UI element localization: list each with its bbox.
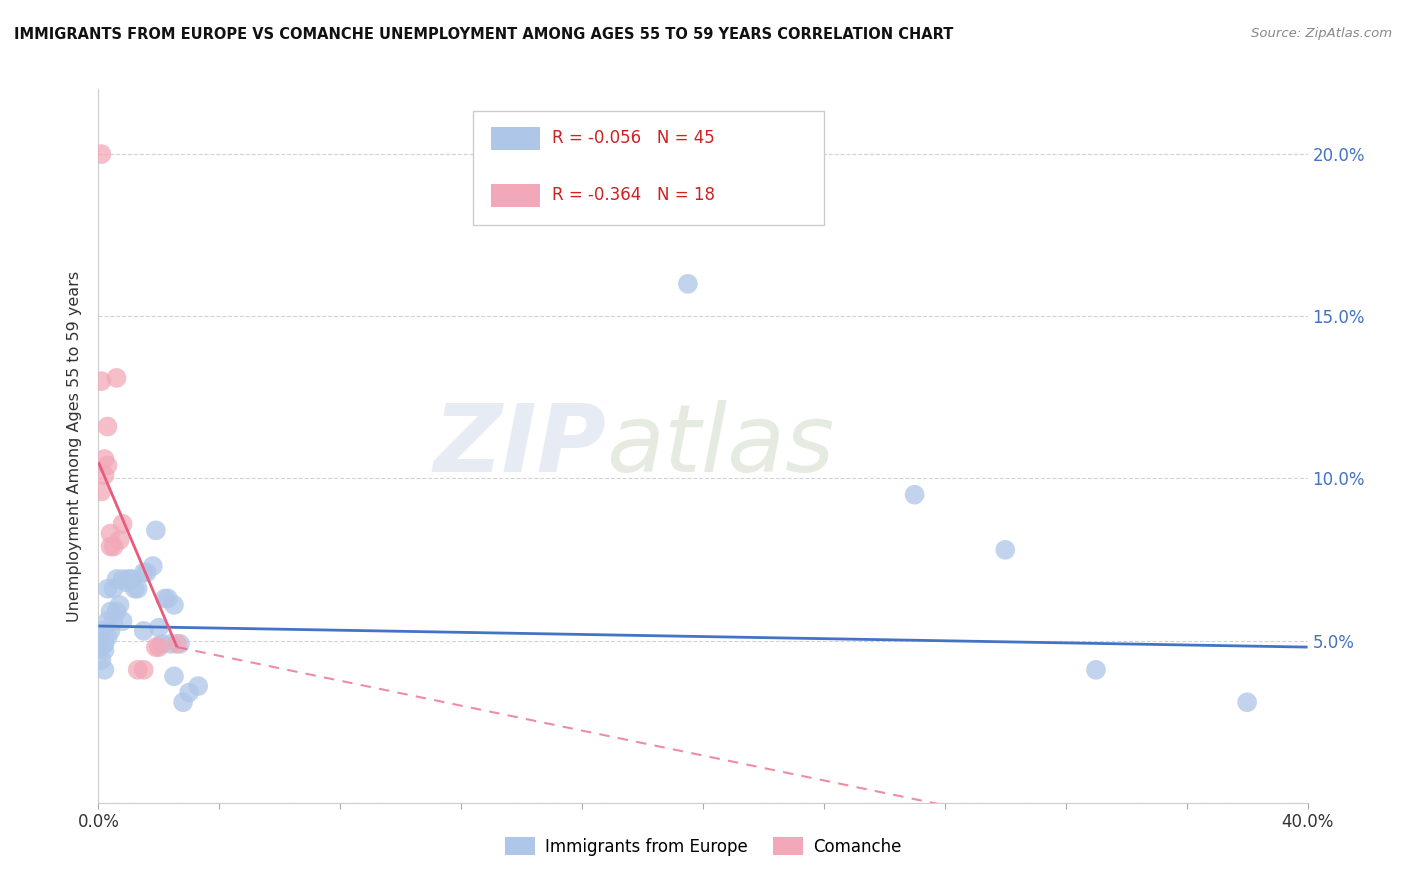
Point [153,591,176,606]
Text: atlas: atlas [606,401,835,491]
Point [100,540,122,554]
FancyBboxPatch shape [474,111,824,225]
Text: R = -0.056   N = 45: R = -0.056 N = 45 [551,128,714,146]
Point [93,452,115,467]
Point [93,637,115,651]
Point [118,572,141,586]
Point [114,575,136,590]
Point [105,371,128,385]
FancyBboxPatch shape [492,184,540,207]
Point [142,559,165,574]
Point [111,516,134,531]
Point [163,598,186,612]
Point [90,484,112,499]
Point [90,653,112,667]
Point [156,591,179,606]
Point [111,572,134,586]
Point [132,624,155,638]
Point [145,524,167,538]
Point [108,598,131,612]
Point [105,604,128,618]
Text: Source: ZipAtlas.com: Source: ZipAtlas.com [1251,27,1392,40]
Point [100,624,122,638]
Point [93,663,115,677]
Point [1236,695,1258,709]
Point [148,640,170,654]
Point [100,604,122,618]
Text: R = -0.364   N = 18: R = -0.364 N = 18 [551,186,714,203]
Point [111,614,134,628]
Point [1085,663,1108,677]
Point [96,582,118,596]
Point [676,277,699,291]
Point [994,542,1017,557]
Point [179,685,201,699]
Point [90,624,112,638]
Point [103,614,125,628]
Point [105,572,128,586]
Point [93,643,115,657]
Point [135,566,157,580]
Point [166,637,188,651]
Point [187,679,209,693]
Point [150,637,173,651]
Point [90,631,112,645]
Point [904,488,927,502]
Point [108,533,131,547]
Point [124,582,146,596]
Y-axis label: Unemployment Among Ages 55 to 59 years: Unemployment Among Ages 55 to 59 years [67,270,83,622]
Legend: Immigrants from Europe, Comanche: Immigrants from Europe, Comanche [498,830,908,863]
Point [103,582,125,596]
Point [96,631,118,645]
FancyBboxPatch shape [492,127,540,150]
Point [145,640,167,654]
Point [172,695,194,709]
Text: IMMIGRANTS FROM EUROPE VS COMANCHE UNEMPLOYMENT AMONG AGES 55 TO 59 YEARS CORREL: IMMIGRANTS FROM EUROPE VS COMANCHE UNEMP… [14,27,953,42]
Point [96,614,118,628]
Point [127,582,149,596]
Point [90,640,112,654]
Point [132,566,155,580]
Point [103,540,125,554]
Point [148,621,170,635]
Text: ZIP: ZIP [433,400,606,492]
Point [90,374,112,388]
Point [90,147,112,161]
Point [96,419,118,434]
Point [132,663,155,677]
Point [96,458,118,473]
Point [169,637,191,651]
Point [93,468,115,483]
Point [160,637,183,651]
Point [100,526,122,541]
Point [121,572,143,586]
Point [163,669,186,683]
Point [127,663,149,677]
